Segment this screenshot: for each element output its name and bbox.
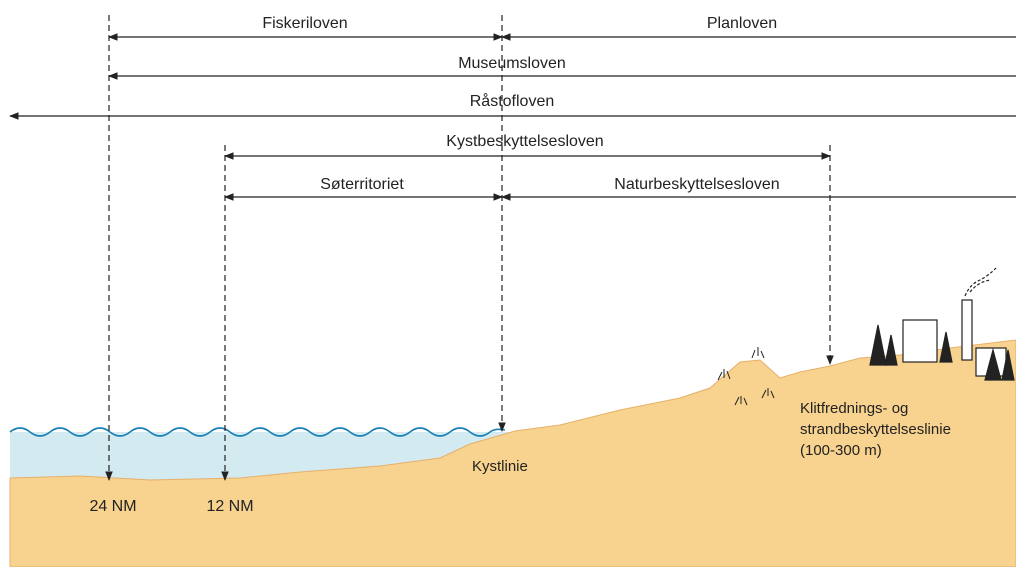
dune-line-label: strandbeskyttelseslinie (800, 421, 951, 438)
marker-label: 12 NM (206, 498, 253, 515)
law-label: Fiskeriloven (262, 15, 347, 32)
law-label: Kystbeskyttelsesloven (446, 133, 603, 150)
law-label: Råstofloven (470, 92, 555, 110)
law-label: Planloven (707, 15, 777, 32)
law-label: Naturbeskyttelsesloven (614, 176, 779, 193)
marker-label: 24 NM (89, 498, 136, 515)
coastline-label: Kystlinie (472, 458, 528, 475)
dune-line-label: Klitfrednings- og (800, 400, 908, 417)
law-label: Museumsloven (458, 55, 566, 72)
dune-line-label: (100-300 m) (800, 442, 882, 459)
diagram: Fiskeriloven Planloven Museumsloven Råst… (0, 0, 1016, 567)
law-label: Søterritoriet (320, 176, 404, 193)
